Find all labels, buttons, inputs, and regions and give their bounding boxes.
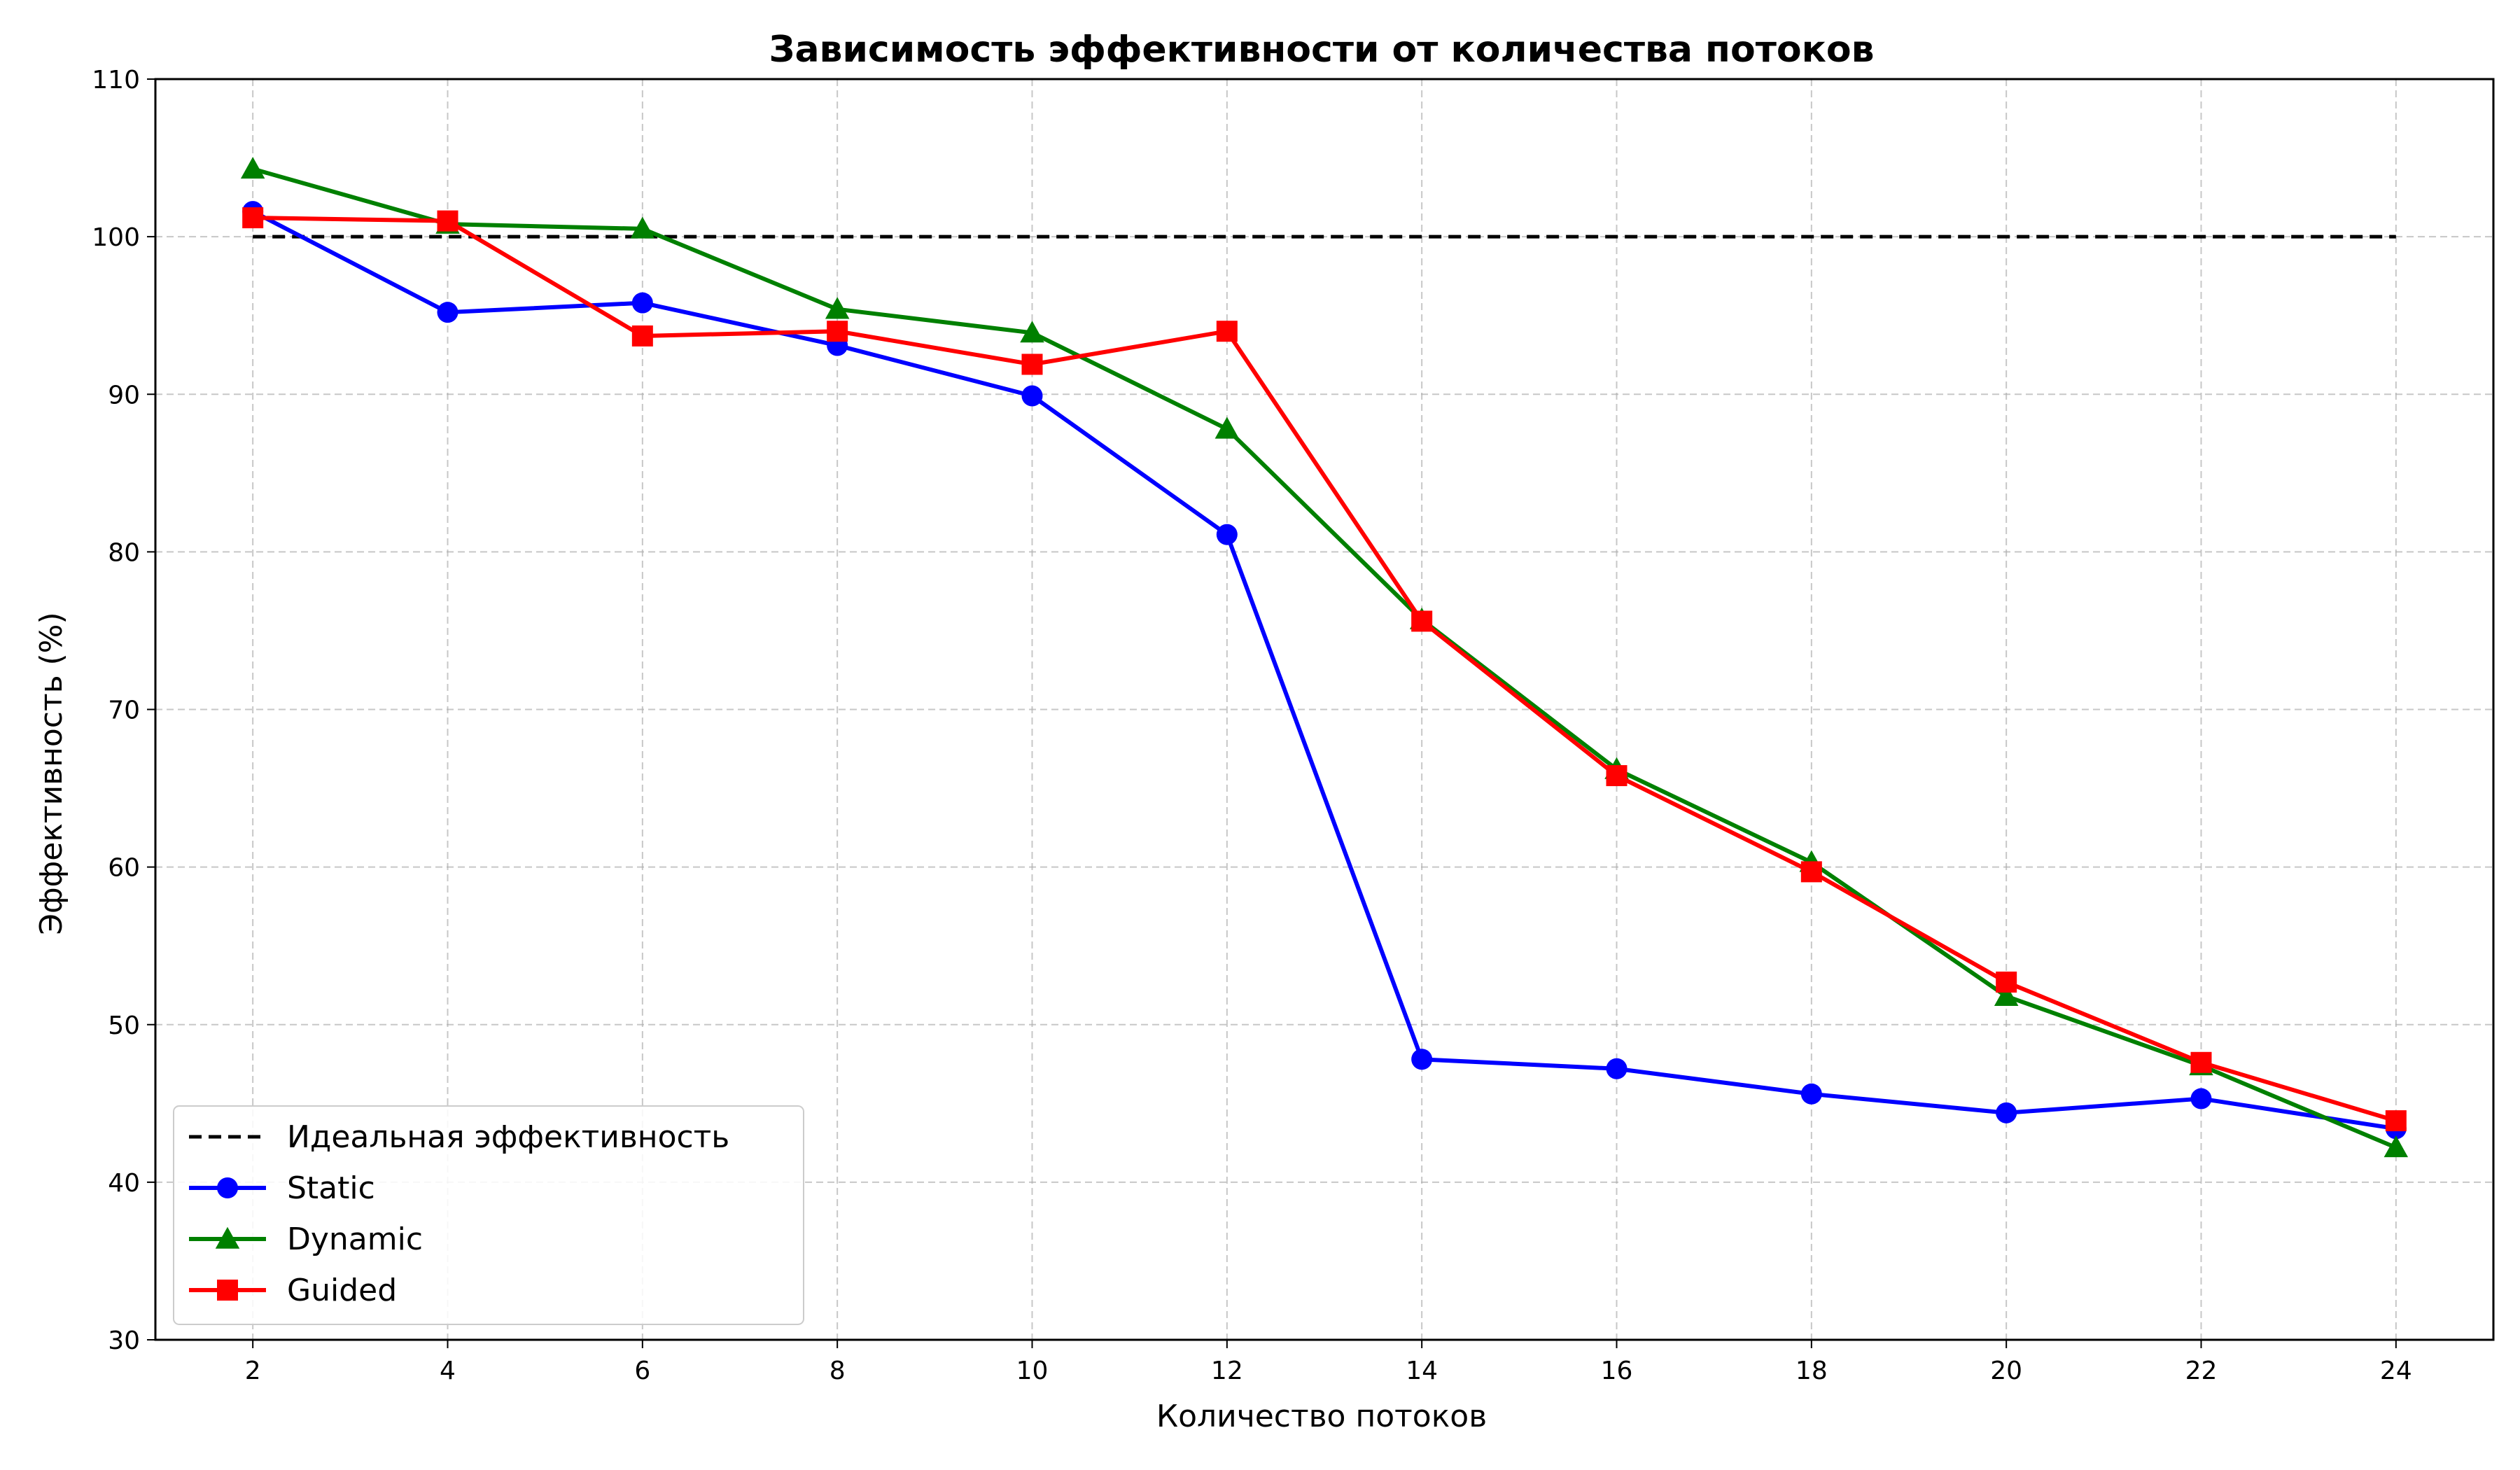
data-point [825, 297, 850, 319]
legend-marker [215, 1226, 240, 1249]
y-tick-label: 30 [108, 1326, 140, 1355]
x-tick-label: 10 [1016, 1357, 1049, 1385]
series-layer [240, 157, 2409, 1158]
x-tick-label: 16 [1601, 1357, 1633, 1385]
data-point [240, 157, 265, 179]
legend-label: Guided [287, 1273, 397, 1308]
data-point [437, 210, 458, 232]
data-point [631, 325, 653, 346]
data-point [1606, 1058, 1628, 1079]
data-point [1606, 765, 1628, 787]
legend-marker [217, 1177, 238, 1198]
legend: Идеальная эффективность Static Dynamic Guid… [173, 1105, 804, 1325]
data-point [1216, 321, 1238, 342]
data-point [2190, 1088, 2212, 1110]
data-point [827, 321, 848, 342]
legend-label: Static [287, 1170, 375, 1206]
y-axis-label: Эффективность (%) [34, 612, 69, 934]
y-tick-label: 100 [92, 223, 140, 252]
data-point [1216, 524, 1238, 545]
series-line [251, 209, 2397, 1131]
x-tick-label: 12 [1211, 1357, 1243, 1385]
y-tick-label: 60 [108, 854, 140, 883]
x-tick-label: 4 [440, 1357, 456, 1385]
data-point [1411, 1049, 1433, 1070]
data-point [2384, 1135, 2409, 1158]
y-tick-label: 50 [108, 1011, 140, 1040]
chart-title: Зависимость эффективности от количества … [769, 29, 1875, 71]
legend-box [173, 1105, 804, 1325]
data-point [631, 292, 653, 314]
data-point [1996, 971, 2017, 993]
series-guided [242, 207, 2407, 1132]
data-point [1411, 610, 1433, 632]
data-point [1996, 1102, 2017, 1124]
x-tick-label: 2 [245, 1357, 261, 1385]
y-tick-label: 40 [108, 1169, 140, 1198]
data-point [242, 207, 264, 229]
data-point [630, 216, 655, 239]
data-point [1800, 1083, 1822, 1105]
data-point [437, 302, 458, 323]
data-point [1020, 321, 1044, 343]
x-tick-label: 20 [1990, 1357, 2022, 1385]
data-point [1214, 416, 1240, 439]
x-tick-label: 22 [2185, 1357, 2218, 1385]
x-tick-label: 14 [1406, 1357, 1438, 1385]
series-line [252, 167, 2397, 1150]
data-point [1021, 385, 1043, 407]
y-tick-label: 70 [108, 696, 140, 725]
data-point [2190, 1051, 2212, 1073]
x-axis-label: Количество потоков [1156, 1399, 1487, 1434]
y-tick-label: 110 [92, 66, 140, 94]
data-point [1021, 354, 1043, 375]
data-point [2385, 1110, 2407, 1132]
data-point [1800, 861, 1822, 883]
legend-marker [217, 1280, 238, 1301]
x-tick-label: 6 [634, 1357, 650, 1385]
x-tick-label: 8 [830, 1357, 846, 1385]
series-line [253, 216, 2397, 1123]
x-tick-label: 24 [2380, 1357, 2412, 1385]
y-tick-label: 90 [108, 381, 140, 410]
legend-label: Идеальная эффективность [287, 1119, 729, 1155]
y-tick-label: 80 [108, 538, 140, 567]
data-point [1994, 983, 2019, 1007]
legend-label: Dynamic [287, 1222, 423, 1257]
x-tick-label: 18 [1795, 1357, 1828, 1385]
